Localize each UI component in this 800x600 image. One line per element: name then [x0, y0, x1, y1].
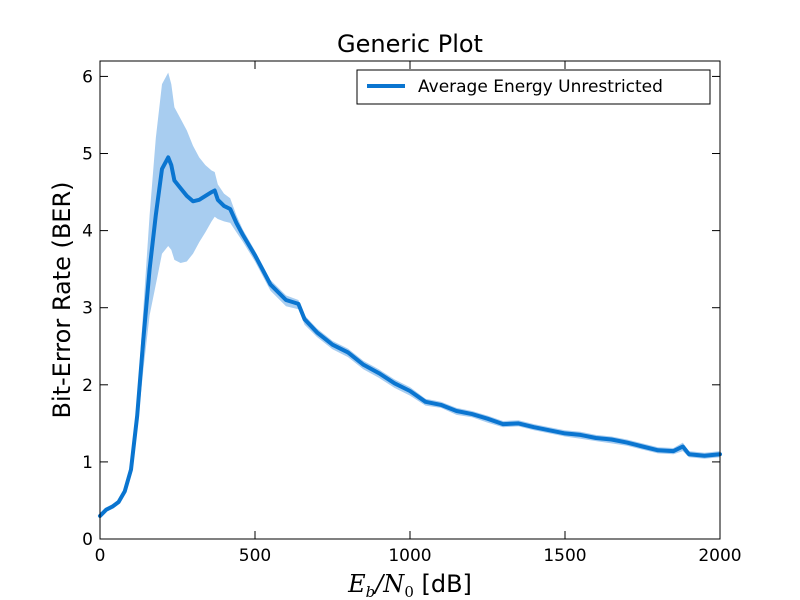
y-tick-label: 2: [82, 376, 93, 396]
series-line: [98, 155, 722, 518]
x-axis-label: Eb/N0 [dB]: [347, 570, 472, 600]
legend: Average Energy Unrestricted: [356, 69, 711, 105]
chart-title: Generic Plot: [337, 30, 483, 58]
x-tick-label: 500: [239, 546, 271, 566]
x-axis-label-sub1: b: [366, 583, 376, 600]
y-tick-label: 6: [82, 67, 93, 87]
x-tick-label: 1500: [543, 546, 586, 566]
y-tick-label: 4: [82, 222, 93, 242]
y-axis: 0 1 2 3 4 5 6: [82, 67, 720, 550]
y-tick-label: 5: [82, 145, 93, 165]
confidence-band: [100, 72, 720, 518]
x-tick-label: 2000: [698, 546, 741, 566]
y-tick-label: 0: [82, 530, 93, 550]
y-axis-label: Bit-Error Rate (BER): [48, 181, 76, 418]
x-tick-label: 0: [95, 546, 106, 566]
x-axis-label-sub2: 0: [404, 583, 414, 600]
x-axis-label-unit: [dB]: [414, 570, 472, 598]
legend-label: Average Energy Unrestricted: [418, 77, 663, 97]
x-axis-label-main: E: [347, 570, 366, 598]
x-axis-label-slash: /N: [373, 570, 405, 598]
plot-area: [98, 72, 722, 518]
legend-box: [356, 69, 711, 105]
x-axis: 0 500 1000 1500 2000: [95, 61, 742, 566]
y-tick-label: 3: [82, 299, 93, 319]
x-tick-label: 1000: [388, 546, 431, 566]
y-tick-label: 1: [82, 453, 93, 473]
